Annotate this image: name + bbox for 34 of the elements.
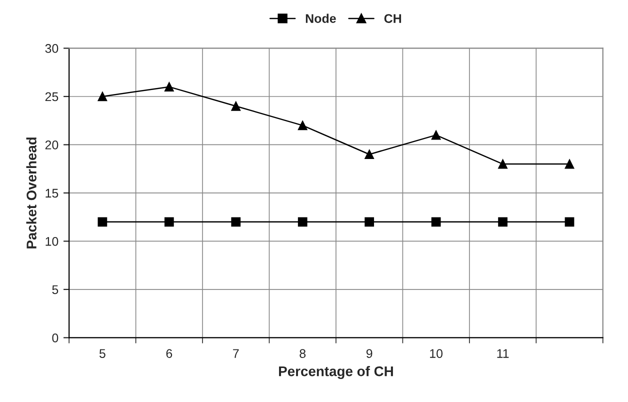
x-tick-label: 6: [166, 349, 172, 358]
point: [164, 82, 174, 92]
x-tick-label: 9: [366, 349, 372, 358]
point: [164, 217, 174, 227]
y-tick-label: 15: [46, 188, 58, 198]
point: [298, 217, 308, 227]
point: [298, 120, 308, 130]
x-tick-label: 5: [99, 349, 106, 358]
legend-label: CH: [384, 14, 402, 23]
point: [231, 101, 241, 111]
legend-label: Node: [306, 14, 336, 23]
y-axis-title: Packet Overhead: [26, 138, 36, 248]
x-tick-label: 10: [430, 349, 443, 358]
y-tick-label: 0: [52, 333, 58, 342]
y-tick-label: 5: [52, 285, 58, 294]
point: [364, 217, 374, 227]
point: [564, 217, 574, 227]
point: [364, 150, 374, 160]
point: [498, 217, 508, 227]
point: [98, 217, 108, 227]
point: [431, 217, 441, 227]
x-tick-label: 8: [300, 349, 306, 358]
y-tick-label: 25: [45, 92, 58, 102]
y-tick-label: 10: [46, 237, 58, 246]
point: [231, 217, 241, 227]
y-tick-label: 20: [45, 140, 58, 150]
x-tick-label: 11: [497, 349, 509, 358]
x-axis-title: Percentage of CH: [279, 366, 393, 380]
x-tick-label: 7: [233, 349, 239, 358]
point: [564, 159, 574, 169]
point: [498, 159, 508, 169]
point: [98, 92, 108, 102]
y-tick-label: 30: [45, 44, 58, 53]
point: [431, 130, 441, 140]
